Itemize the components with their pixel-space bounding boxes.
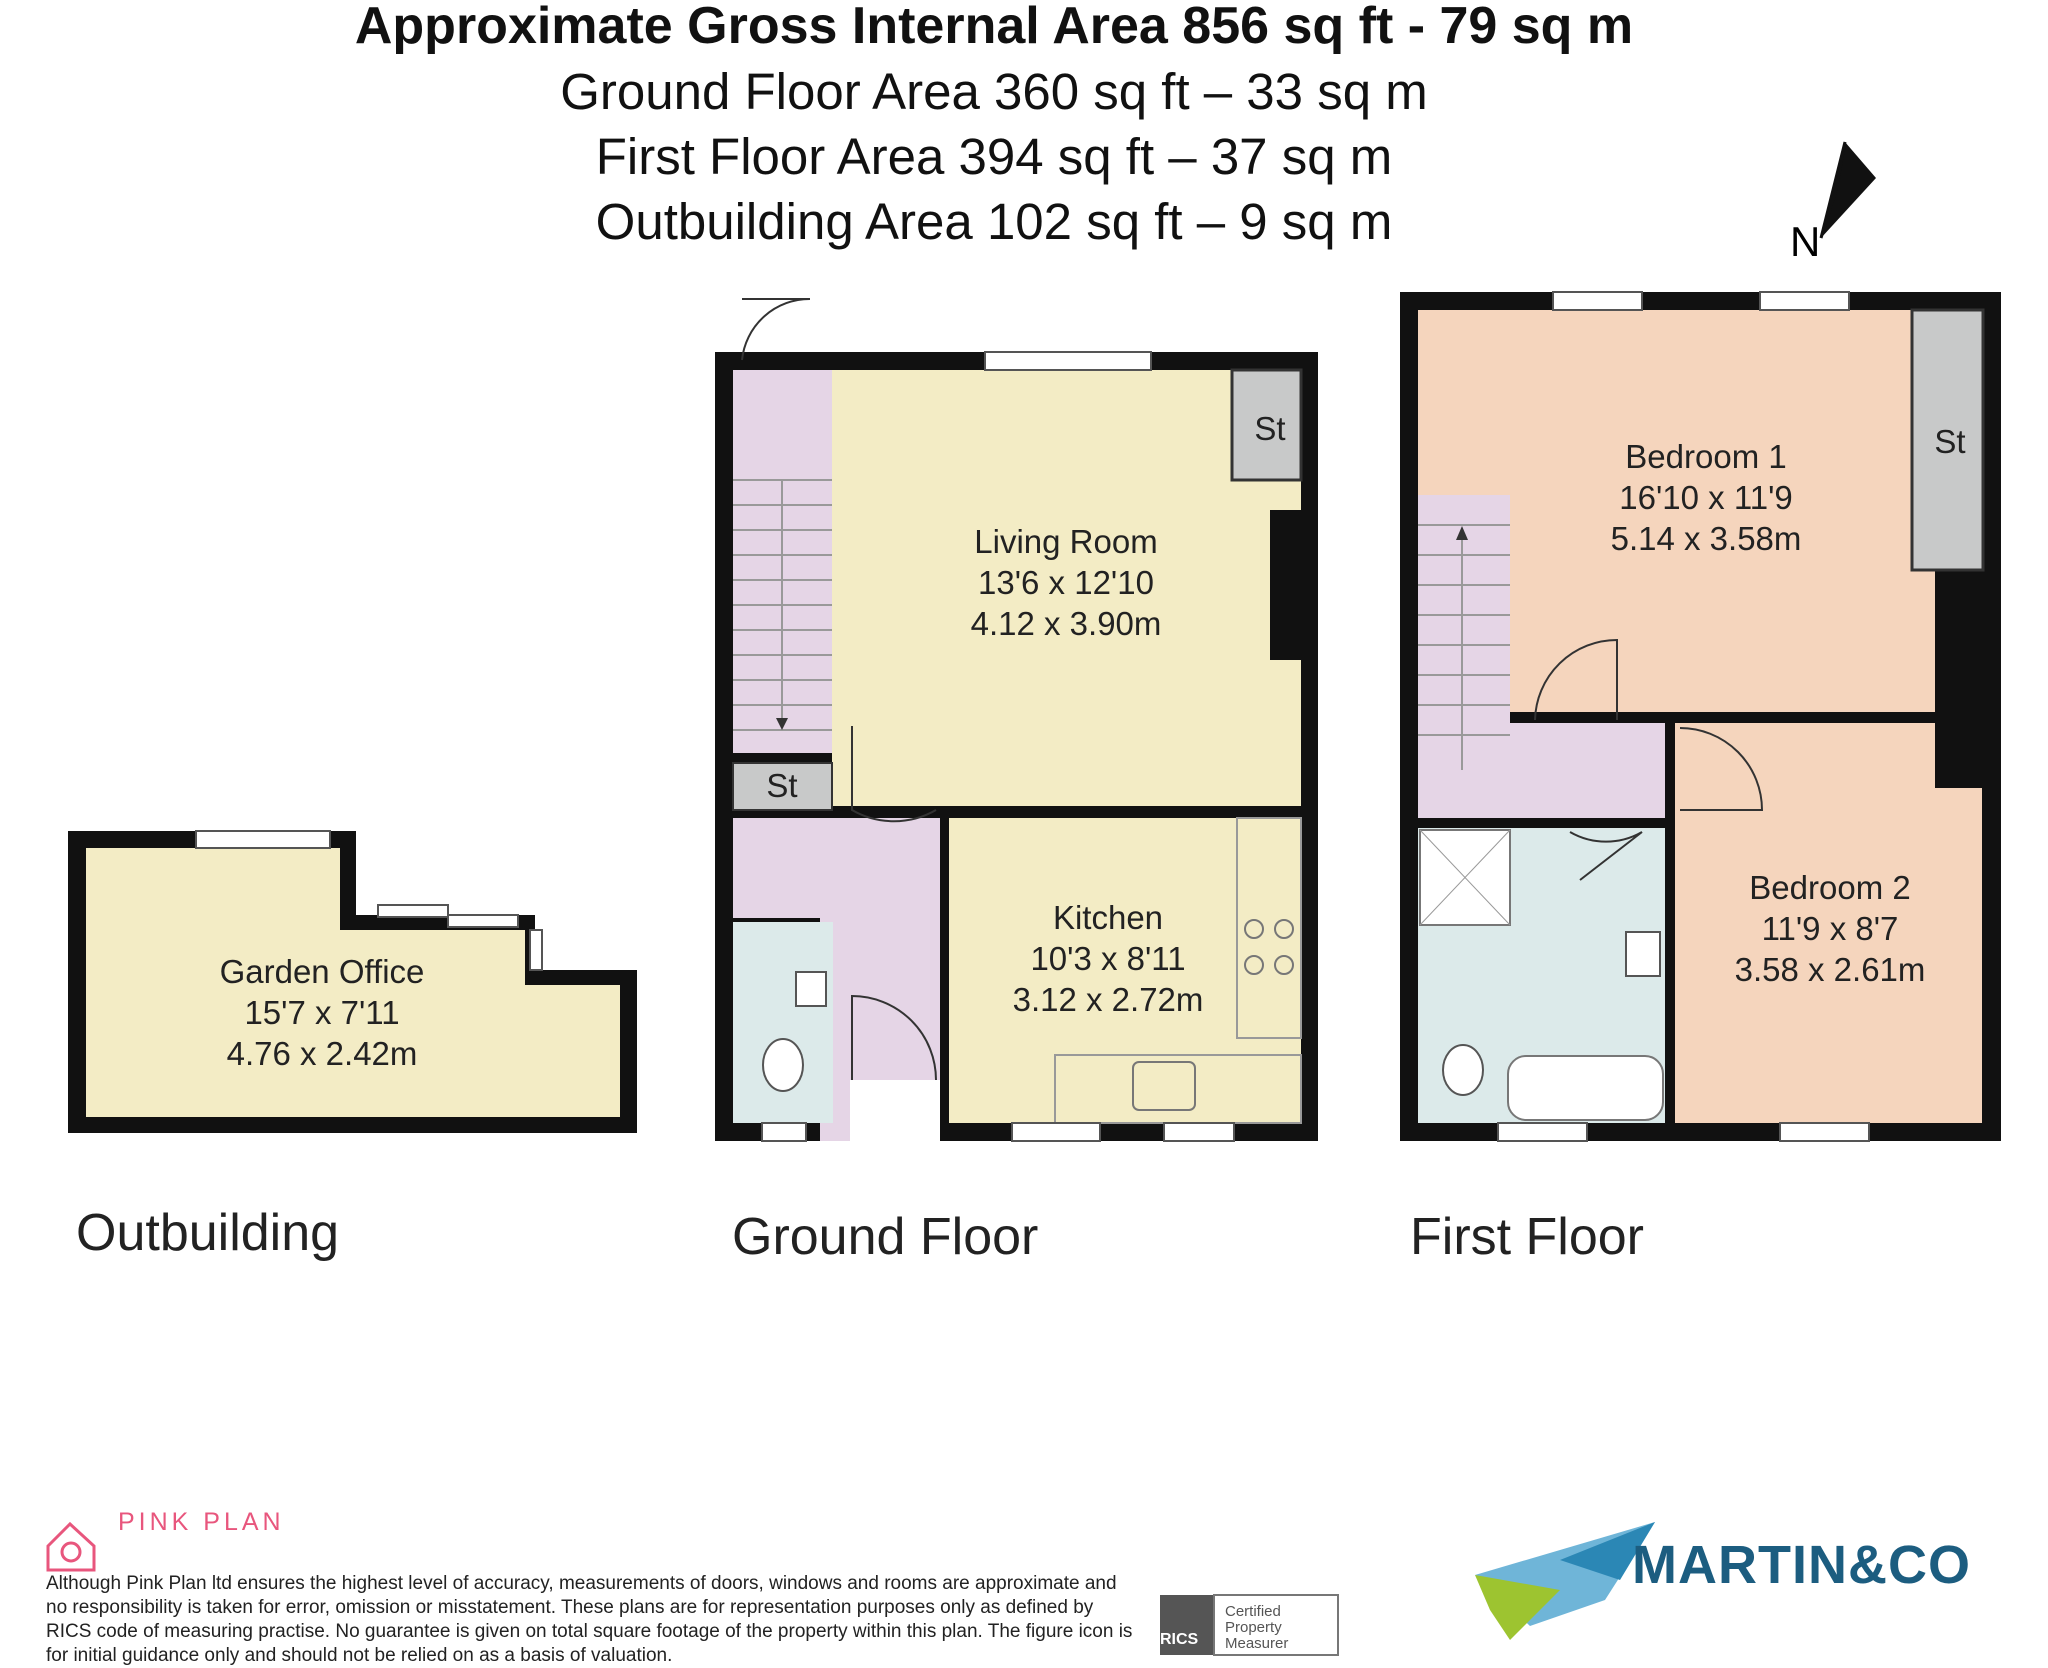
bedroom-2-name: Bedroom 2 (1749, 869, 1910, 906)
living-room-name: Living Room (974, 523, 1157, 560)
living-room-metric: 4.12 x 3.90m (971, 605, 1162, 642)
window (1779, 1122, 1870, 1142)
rics-label-line: Measurer (1225, 1635, 1289, 1652)
window (447, 914, 519, 928)
sink-icon (1132, 1061, 1196, 1111)
pink-plan-brand: PINK PLAN (118, 1508, 285, 1536)
store-label: St (1934, 423, 1965, 460)
store-cupboard (1910, 308, 1985, 572)
window (377, 904, 449, 918)
window (984, 351, 1152, 371)
outbuilding-plan (68, 830, 637, 1133)
store-label: St (1254, 410, 1285, 447)
window (529, 929, 543, 971)
basin-icon (795, 971, 827, 1007)
bedroom-2-metric: 3.58 x 2.61m (1735, 951, 1926, 988)
toilet-icon (762, 1038, 804, 1092)
living-room-imperial: 13'6 x 12'10 (978, 564, 1154, 601)
ground-floor-area: Ground Floor Area 360 sq ft – 33 sq m (560, 63, 1428, 120)
rics-badge (1160, 1594, 1339, 1656)
rics-certified-label: Certified Property Measurer (1225, 1604, 1288, 1652)
bedroom-2 (1675, 723, 1982, 1123)
store-cupboard (1230, 368, 1303, 482)
garden-office-room (86, 848, 620, 1117)
toilet-icon (1442, 1044, 1484, 1096)
agent-logo-text: MARTIN&CO (1632, 1535, 1971, 1595)
bedroom-1-name: Bedroom 1 (1625, 438, 1786, 475)
rics-label-line: Certified (1225, 1603, 1281, 1620)
bath-icon (1507, 1055, 1664, 1121)
door-swing (1569, 831, 1643, 881)
first-floor-label: First Floor (1410, 1208, 1644, 1266)
hallway (733, 818, 940, 1141)
disclaimer-text: Although Pink Plan ltd ensures the highe… (46, 1573, 1133, 1666)
kitchen (949, 818, 1301, 1123)
garden-office-name: Garden Office (220, 953, 425, 990)
basin-icon (1625, 931, 1661, 977)
door-swing (1534, 638, 1618, 721)
bedroom-1-imperial: 16'10 x 11'9 (1619, 479, 1792, 516)
window (1497, 1122, 1588, 1142)
kitchen-imperial: 10'3 x 8'11 (1030, 940, 1185, 977)
pink-plan-logo (46, 1521, 96, 1572)
north-compass: N (1790, 141, 1876, 265)
outbuilding-area: Outbuilding Area 102 sq ft – 9 sq m (595, 193, 1393, 250)
window (1759, 291, 1850, 311)
window (195, 830, 331, 849)
hob-icon (1244, 919, 1294, 975)
ground-floor-label: Ground Floor (732, 1208, 1038, 1266)
window (1552, 291, 1643, 311)
first-floor-plan (1400, 291, 2001, 1142)
door-swing (851, 726, 937, 823)
staircase (1418, 495, 1510, 818)
window (761, 1122, 807, 1142)
first-floor-area: First Floor Area 394 sq ft – 37 sq m (595, 128, 1393, 185)
garden-office-metric: 4.76 x 2.42m (227, 1035, 418, 1072)
kitchen-metric: 3.12 x 2.72m (1013, 981, 1204, 1018)
gross-area-title: Approximate Gross Internal Area 856 sq f… (354, 0, 1634, 55)
landing (1510, 723, 1665, 818)
rics-label-line: Property (1225, 1619, 1282, 1636)
compass-arrow-icon (1821, 142, 1876, 238)
compass-label: N (1790, 218, 1820, 265)
store-cupboard (732, 762, 833, 811)
window (1011, 1122, 1101, 1142)
bedroom-2-imperial: 11'9 x 8'7 (1762, 910, 1899, 947)
ground-floor-plan (715, 297, 1318, 1142)
bedroom-1-metric: 5.14 x 3.58m (1611, 520, 1802, 557)
door-swing (741, 297, 811, 361)
door-swing (1679, 727, 1764, 811)
store-label: St (766, 767, 797, 804)
outbuilding-label: Outbuilding (76, 1204, 339, 1262)
living-room (832, 370, 1301, 806)
garden-office-imperial: 15'7 x 7'11 (244, 994, 399, 1031)
door-swing (851, 994, 937, 1081)
window (1163, 1122, 1235, 1142)
rics-text: RICS (1160, 1631, 1199, 1648)
wc-room (733, 922, 833, 1123)
martin-co-logo-icon (1475, 1522, 1655, 1640)
kitchen-name: Kitchen (1053, 899, 1163, 936)
